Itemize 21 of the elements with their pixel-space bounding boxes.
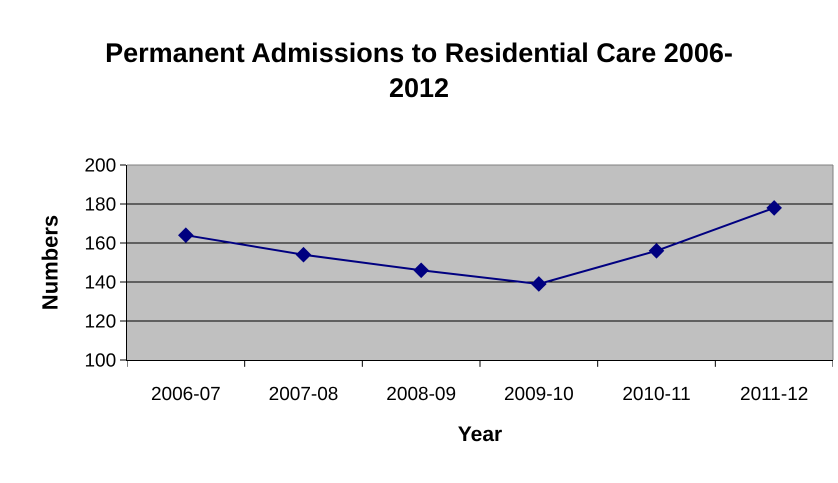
point: [531, 276, 547, 292]
x-tick-label: 2009-10: [504, 384, 574, 405]
x-tick-label: 2007-08: [268, 384, 338, 405]
y-tick-label: 180: [84, 194, 116, 216]
y-tick-label: 100: [84, 350, 116, 372]
y-tick-label: 160: [84, 234, 116, 255]
point: [178, 227, 194, 243]
x-tick-label: 2011-12: [740, 384, 808, 405]
y-tick-label: 120: [84, 312, 116, 333]
point: [648, 243, 664, 259]
x-tick-label: 2006-07: [150, 384, 221, 405]
chart-title: Permanent Admissions to Residential Care 2006-2012: [105, 38, 733, 104]
point: [766, 200, 782, 216]
point: [413, 262, 429, 278]
y-axis-title: Numbers: [37, 214, 62, 310]
y-tick-label: 200: [84, 156, 116, 177]
x-tick-label: 2008-09: [386, 384, 456, 405]
x-axis-title: Year: [458, 423, 502, 446]
point: [296, 246, 312, 262]
x-tick-label: 2010-11: [622, 384, 691, 405]
y-tick-label: 140: [84, 272, 116, 294]
